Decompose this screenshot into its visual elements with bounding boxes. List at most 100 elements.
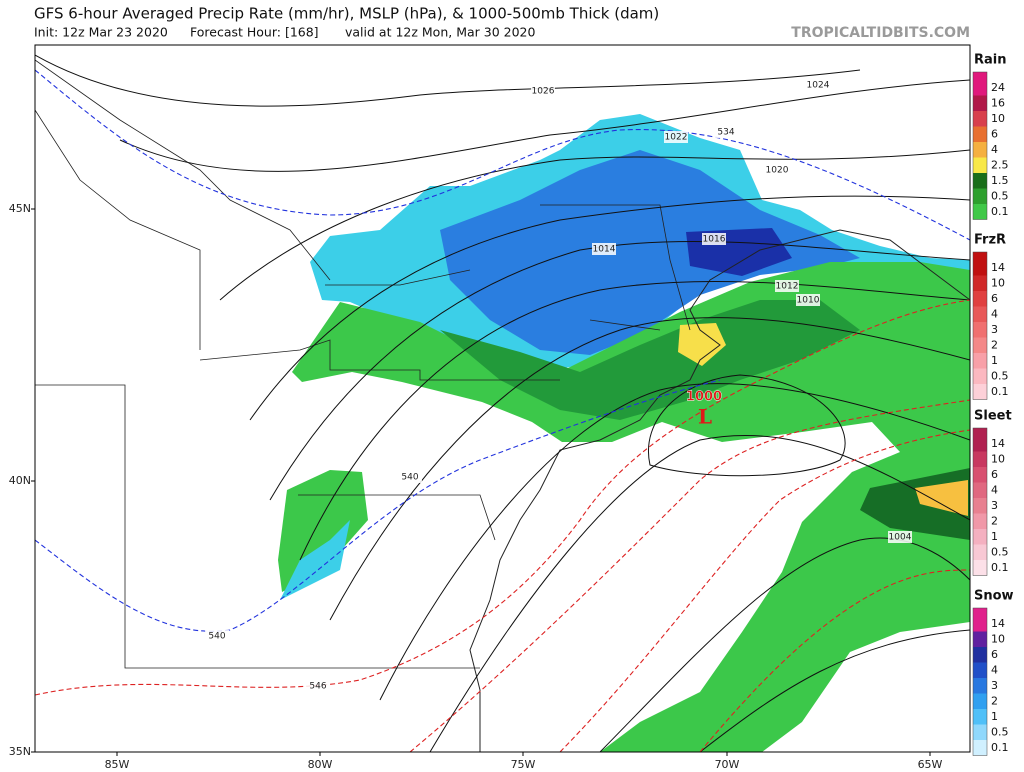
- legend-swatch: [973, 529, 987, 545]
- longitude-label: 85W: [105, 758, 130, 771]
- isobar: [219, 149, 970, 301]
- legend-swatch: [973, 436, 987, 452]
- legend-swatch: [973, 451, 987, 467]
- contour-label: 1012: [776, 282, 799, 292]
- label-halo: [796, 294, 820, 306]
- label-halo: [531, 85, 555, 97]
- legend-swatch: [973, 368, 987, 384]
- thickness-line: [35, 379, 721, 632]
- contour-label: 534: [717, 128, 734, 138]
- isobar: [648, 374, 846, 477]
- longitude-label: 70W: [715, 758, 740, 771]
- legend-label: 0.1: [991, 205, 1009, 218]
- longitude-label: 80W: [308, 758, 333, 771]
- legend-label: 6: [991, 468, 998, 481]
- legend-swatch: [973, 513, 987, 529]
- legend-label: 10: [991, 112, 1005, 125]
- legend-swatch: [973, 157, 987, 173]
- isobar: [379, 383, 970, 701]
- legend-label: 4: [991, 143, 998, 156]
- label-halo: [306, 680, 330, 692]
- legend-label: 2: [991, 515, 998, 528]
- latitude-label: 35N: [9, 745, 31, 758]
- legend-label: 0.5: [991, 546, 1009, 559]
- legend-swatch: [973, 544, 987, 560]
- legend-label: 1: [991, 530, 998, 543]
- legend-swatch: [973, 631, 987, 647]
- legend-swatch: [973, 142, 987, 158]
- legend-label: 2: [991, 339, 998, 352]
- contour-label: 1016: [703, 235, 726, 245]
- legend-title: Sleet: [974, 409, 1012, 424]
- thickness-line: [35, 299, 970, 696]
- precip-dark-green: [440, 300, 860, 420]
- label-halo: [592, 243, 616, 255]
- precip-green: [292, 262, 970, 752]
- legend-label: 14: [991, 261, 1005, 274]
- precip-yellow: [915, 480, 968, 516]
- isobar: [119, 79, 970, 172]
- contour-label: 1026: [532, 87, 555, 97]
- legend-swatch: [973, 616, 987, 632]
- legend-swatch: [973, 95, 987, 111]
- isobar: [429, 435, 970, 752]
- contour-label: 540: [401, 473, 418, 483]
- legend-swatch: [973, 275, 987, 291]
- legend-swatch: [973, 337, 987, 353]
- legend-swatch: [973, 467, 987, 483]
- label-halo: [664, 131, 688, 143]
- legend-swatch: [973, 126, 987, 142]
- legend-label: 3: [991, 499, 998, 512]
- isobar: [599, 537, 970, 752]
- isobar: [329, 317, 970, 621]
- legend-swatch: [973, 498, 987, 514]
- legend-label: 2.5: [991, 159, 1009, 172]
- watermark: TROPICALTIDBITS.COM: [791, 25, 970, 41]
- contour-label: 1024: [807, 81, 830, 91]
- thickness-line: [559, 429, 970, 752]
- isobars: [35, 54, 970, 752]
- legend-label: 1: [991, 354, 998, 367]
- legend-frame: [972, 71, 988, 220]
- valid-time: valid at 12z Mon, Mar 30 2020: [345, 25, 535, 40]
- precip-light-blue: [280, 520, 350, 600]
- legend-swatch: [973, 647, 987, 663]
- legend-swatch: [973, 662, 987, 678]
- legend-label: 6: [991, 648, 998, 661]
- legend-swatch: [973, 353, 987, 369]
- legend-swatch: [973, 482, 987, 498]
- label-halo: [888, 531, 912, 543]
- legend-label: 24: [991, 81, 1005, 94]
- legend-cap: [973, 428, 987, 436]
- label-halo: [765, 164, 789, 176]
- legend-label: 4: [991, 308, 998, 321]
- legend-label: 0.1: [991, 385, 1009, 398]
- legend-swatch: [973, 384, 987, 400]
- legend-label: 14: [991, 617, 1005, 630]
- thickness-lines: [35, 69, 970, 752]
- title: GFS 6-hour Averaged Precip Rate (mm/hr),…: [34, 5, 659, 23]
- legend-label: 4: [991, 484, 998, 497]
- legend-label: 2: [991, 695, 998, 708]
- map-frame: [34, 44, 971, 753]
- legend-swatch: [973, 260, 987, 276]
- label-halo: [775, 280, 799, 292]
- legend-swatch: [973, 80, 987, 96]
- low-pressure-value: 1000: [686, 390, 722, 405]
- isobar: [299, 280, 970, 561]
- latitude-label: 45N: [9, 202, 31, 215]
- legend-swatch: [973, 188, 987, 204]
- legend-label: 1: [991, 710, 998, 723]
- legend-cap: [973, 608, 987, 616]
- legend-title: Snow: [974, 589, 1014, 604]
- longitude-label: 65W: [918, 758, 943, 771]
- legend-cap: [973, 72, 987, 80]
- border: [35, 59, 691, 669]
- legend-swatch: [973, 709, 987, 725]
- legend-label: 4: [991, 664, 998, 677]
- legend-frame: [972, 427, 988, 576]
- contour-label: 540: [208, 632, 225, 642]
- latitude-label: 40N: [9, 474, 31, 487]
- legend-swatch: [973, 173, 987, 189]
